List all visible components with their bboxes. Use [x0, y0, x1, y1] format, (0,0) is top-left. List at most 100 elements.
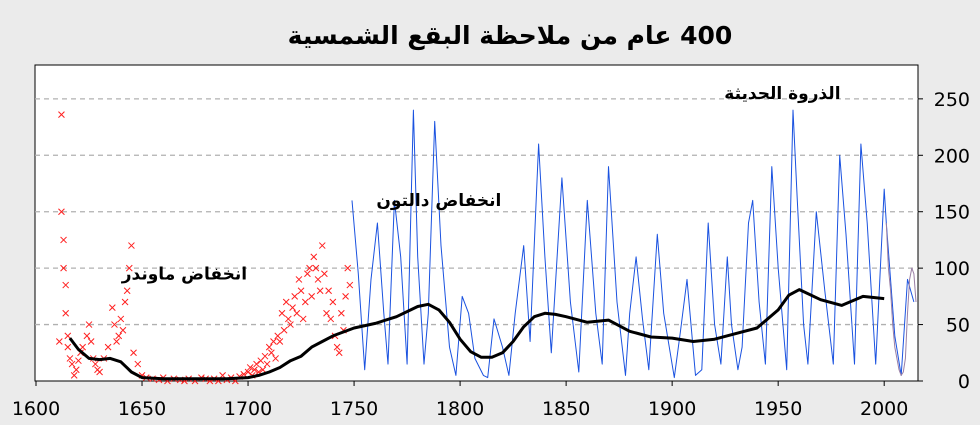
data-point [115, 332, 123, 340]
data-point [246, 364, 254, 371]
plot-area [34, 64, 919, 382]
x-tick-label: 2000 [860, 398, 908, 420]
series-line [351, 109, 915, 379]
data-point [316, 287, 324, 295]
grid-lines [35, 98, 918, 326]
data-point [92, 360, 99, 368]
data-point [64, 343, 72, 351]
data-point [117, 315, 125, 323]
series-line [68, 288, 885, 381]
data-point [66, 355, 74, 362]
data-point [134, 360, 142, 368]
y-tick-label: 150 [934, 202, 970, 224]
data-point [333, 343, 341, 351]
data-point [253, 360, 260, 368]
data-point [280, 326, 288, 334]
x-tick-label: 1600 [12, 398, 60, 420]
data-point [295, 276, 303, 283]
data-point [83, 332, 91, 340]
data-point [58, 111, 65, 119]
data-point [251, 366, 258, 374]
data-point [270, 338, 277, 345]
data-point [304, 270, 311, 278]
data-point [318, 242, 326, 249]
data-point [58, 208, 65, 216]
data-point [282, 298, 290, 306]
y-tick-label: 100 [934, 258, 970, 280]
series-line [885, 222, 917, 376]
data-point [85, 321, 93, 328]
data-point [259, 366, 267, 374]
data-point [121, 298, 129, 306]
data-point [113, 338, 120, 345]
data-point [291, 293, 299, 300]
y-tick-label: 250 [934, 89, 970, 111]
data-point [130, 349, 137, 357]
data-point [244, 368, 252, 376]
y-tick-label: 0 [958, 371, 970, 393]
x-tick-label: 1800 [436, 398, 484, 420]
data-point [263, 360, 271, 368]
data-point [111, 321, 118, 328]
data-point [274, 332, 282, 340]
data-point [276, 338, 284, 345]
data-point [72, 366, 80, 374]
series-1 [351, 109, 915, 379]
data-point [308, 293, 316, 300]
data-point [314, 276, 322, 283]
y-tick-label: 50 [946, 315, 970, 337]
series-2 [68, 288, 885, 381]
annotation-label: انخفاض ماوندر [121, 264, 247, 284]
data-point [289, 304, 296, 311]
data-point [128, 242, 135, 249]
data-point [70, 372, 78, 379]
data-point [268, 349, 275, 357]
annotation-label: انخفاض دالتون [376, 191, 501, 211]
data-point [60, 264, 67, 272]
data-point [297, 287, 305, 295]
x-tick-label: 1850 [542, 398, 590, 420]
data-point [287, 321, 294, 328]
data-point [75, 357, 82, 365]
data-point [329, 298, 337, 306]
data-point [310, 253, 318, 261]
data-point [335, 349, 343, 357]
data-point [104, 343, 112, 351]
y-tick-label: 200 [934, 145, 970, 167]
data-point [327, 315, 335, 323]
data-point [321, 270, 328, 278]
annotations: انخفاض ماوندر انخفاض دالتون الذروة الحديثة [121, 84, 841, 285]
data-point [62, 309, 70, 317]
data-point [96, 368, 103, 376]
y-axis: 0 50 100 150 200 250 [918, 89, 970, 393]
x-tick-label: 1750 [330, 398, 378, 420]
x-tick-label: 1900 [648, 398, 696, 420]
data-point [323, 309, 330, 317]
data-point [278, 309, 286, 317]
data-point [301, 298, 309, 306]
data-point [64, 332, 72, 340]
data-point [337, 309, 345, 317]
data-point [68, 360, 76, 368]
data-point [265, 343, 273, 351]
x-tick-label: 1950 [754, 398, 802, 420]
x-axis: 1600 1650 1700 1750 1800 1850 1900 1950 2000 [12, 381, 908, 420]
data-point [55, 338, 63, 345]
x-tick-label: 1650 [118, 398, 166, 420]
annotation-label: الذروة الحديثة [724, 84, 840, 104]
data-point [312, 264, 320, 272]
series-3 [885, 222, 917, 376]
data-point [261, 352, 269, 360]
chart-title: 400 عام من ملاحظة البقع الشمسية [288, 21, 733, 51]
data-point [306, 264, 313, 272]
series-layer [55, 109, 917, 385]
data-point [293, 309, 301, 317]
data-point [60, 236, 67, 244]
data-point [346, 281, 354, 289]
data-point [108, 304, 116, 311]
data-point [119, 326, 127, 334]
data-point [79, 343, 87, 351]
data-point [272, 355, 279, 362]
data-point [325, 287, 332, 295]
